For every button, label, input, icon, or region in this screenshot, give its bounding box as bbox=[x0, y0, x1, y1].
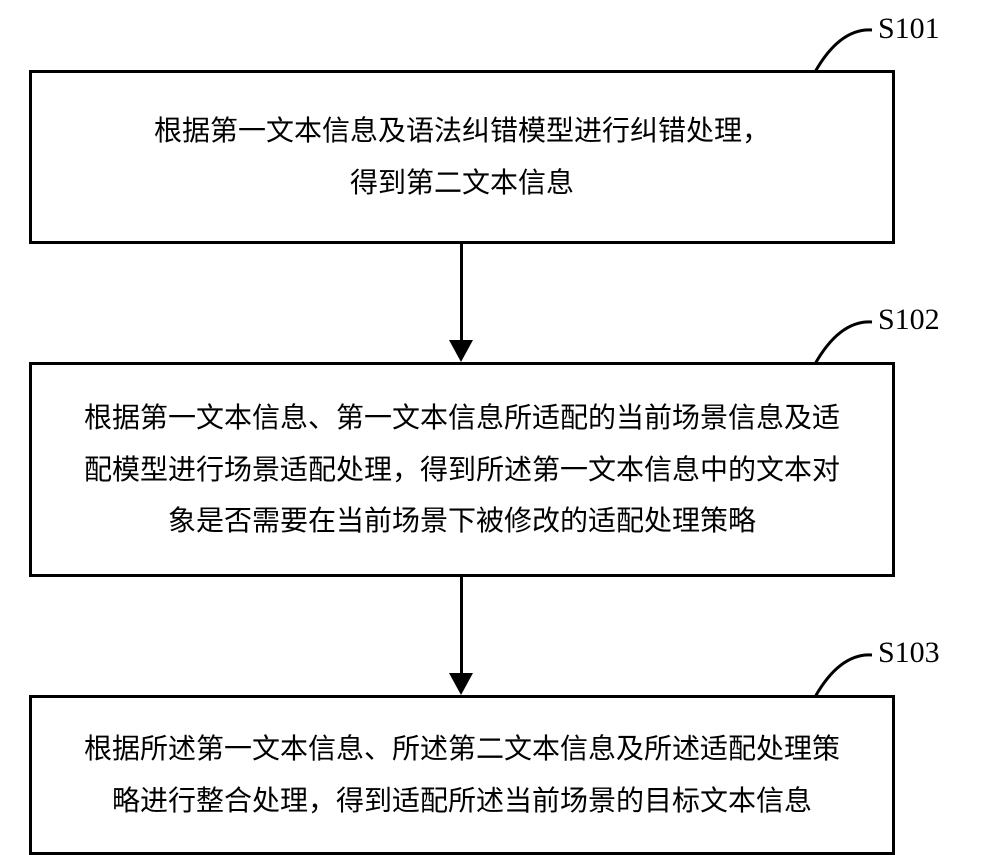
step-label-s103: S103 bbox=[878, 636, 940, 670]
step-label-s102: S102 bbox=[878, 303, 940, 337]
node-text-s103: 根据所述第一文本信息、所述第二文本信息及所述适配处理策 略进行整合处理，得到适配… bbox=[84, 723, 840, 827]
arrow-s102-s103-head bbox=[449, 673, 473, 695]
arrow-s102-s103-line bbox=[460, 577, 463, 673]
flowchart-node-s102: 根据第一文本信息、第一文本信息所适配的当前场景信息及适 配模型进行场景适配处理，… bbox=[29, 362, 895, 577]
step-label-s101: S101 bbox=[878, 12, 940, 46]
arrow-s101-s102-line bbox=[460, 244, 463, 340]
node-text-s102: 根据第一文本信息、第一文本信息所适配的当前场景信息及适 配模型进行场景适配处理，… bbox=[84, 392, 840, 547]
flowchart-node-s101: 根据第一文本信息及语法纠错模型进行纠错处理， 得到第二文本信息 bbox=[29, 70, 895, 244]
flowchart-canvas: 根据第一文本信息及语法纠错模型进行纠错处理， 得到第二文本信息 S101 根据第… bbox=[0, 0, 1000, 855]
flowchart-node-s103: 根据所述第一文本信息、所述第二文本信息及所述适配处理策 略进行整合处理，得到适配… bbox=[29, 695, 895, 855]
arrow-s101-s102-head bbox=[449, 340, 473, 362]
node-text-s101: 根据第一文本信息及语法纠错模型进行纠错处理， 得到第二文本信息 bbox=[154, 105, 770, 209]
